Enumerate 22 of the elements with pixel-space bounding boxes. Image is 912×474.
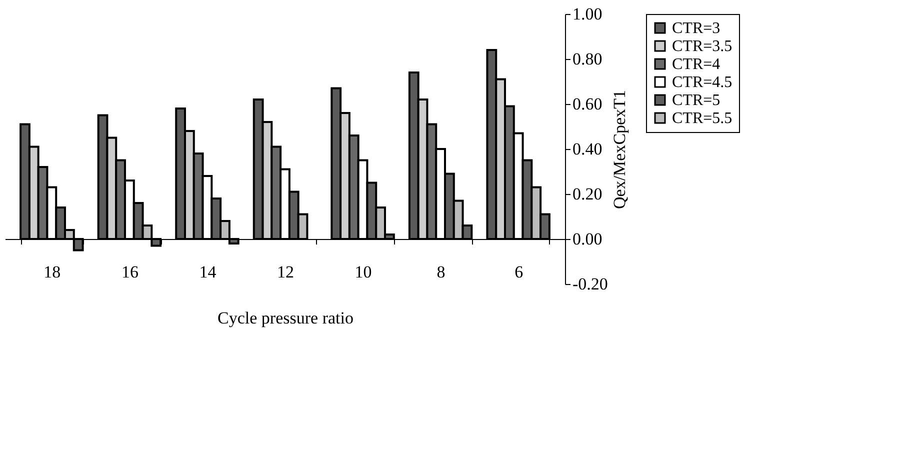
- x-tick-label: 18: [44, 262, 61, 282]
- x-tick-label: 8: [436, 262, 446, 282]
- legend-label: CTR=3: [672, 20, 720, 37]
- legend-label: CTR=3.5: [672, 38, 732, 55]
- x-tick-label: 16: [121, 262, 138, 282]
- y-tick-label: 0.40: [572, 140, 602, 158]
- x-tick-label: 10: [354, 262, 372, 282]
- legend-label: CTR=4.5: [672, 74, 732, 91]
- y-tick-label: 0.20: [572, 184, 602, 204]
- y-tick-label: 0.60: [572, 94, 602, 114]
- y-tick-label: 1.00: [572, 4, 602, 24]
- x-axis-title: Cycle pressure ratio: [218, 308, 354, 328]
- legend-label: CTR=5: [672, 92, 720, 109]
- x-tick-label: 14: [199, 262, 217, 282]
- x-tick-label: 12: [277, 262, 294, 282]
- y-axis-title: Qex/MexCpexT1: [610, 90, 629, 209]
- x-tick-label: 6: [514, 262, 524, 282]
- y-tick-label: 0.00: [572, 230, 602, 248]
- legend-label: CTR=4: [672, 56, 720, 73]
- legend-label: CTR=5.5: [672, 110, 732, 127]
- y-tick-label: 0.80: [572, 50, 602, 68]
- y-tick-label: -0.20: [572, 274, 608, 294]
